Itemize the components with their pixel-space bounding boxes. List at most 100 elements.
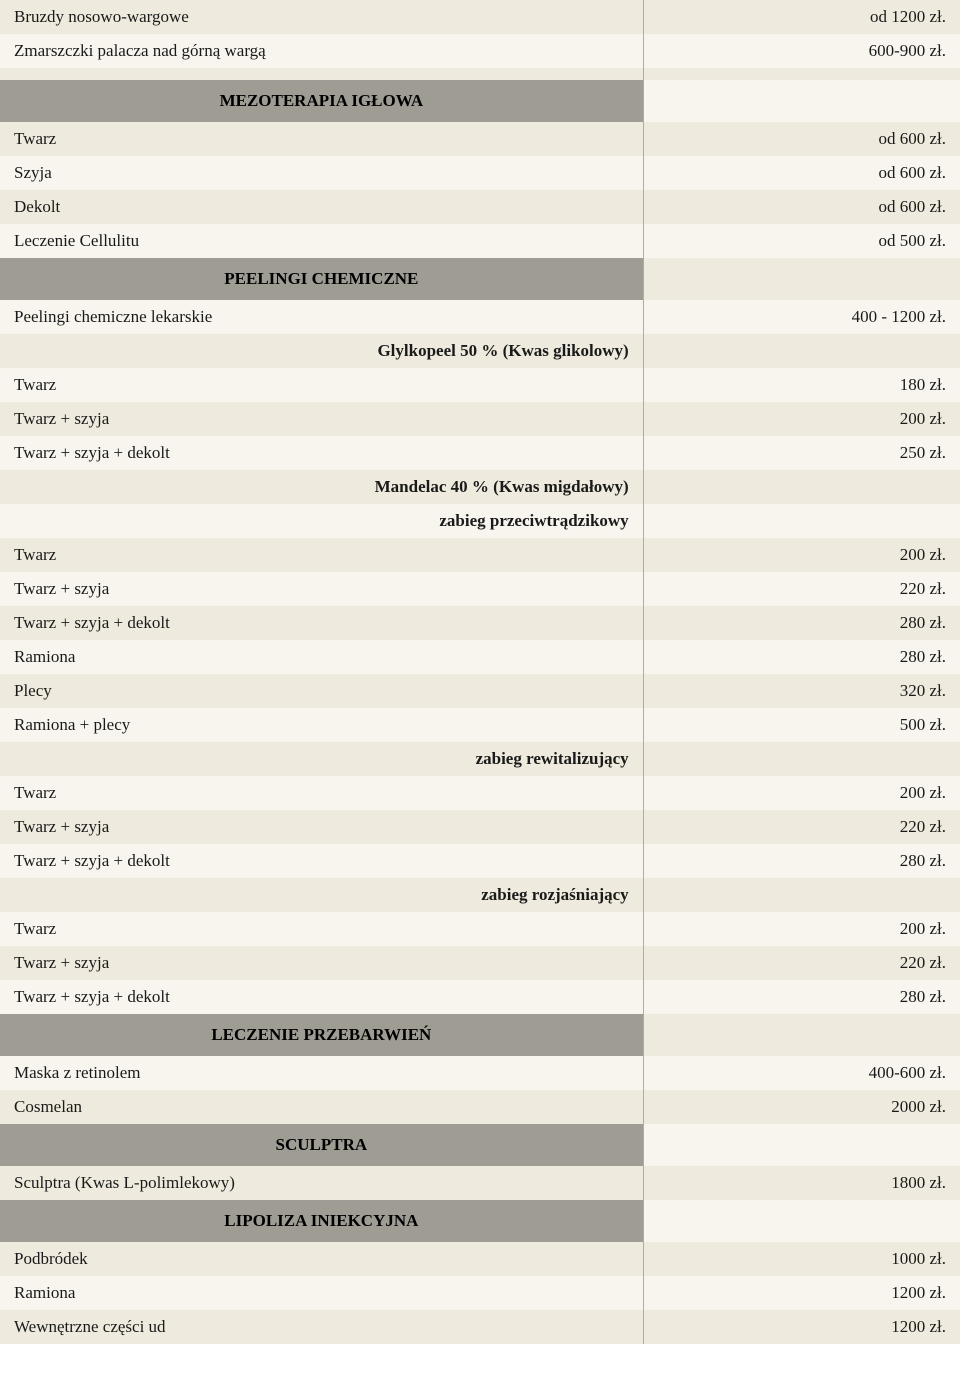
service-price xyxy=(643,334,960,368)
subsection-title: zabieg przeciwtrądzikowy xyxy=(0,504,643,538)
service-name: Twarz + szyja + dekolt xyxy=(0,436,643,470)
service-price xyxy=(643,1124,960,1166)
service-name: Twarz xyxy=(0,776,643,810)
service-price: 400-600 zł. xyxy=(643,1056,960,1090)
service-price: od 600 zł. xyxy=(643,122,960,156)
service-price xyxy=(643,1200,960,1242)
service-name: Twarz + szyja xyxy=(0,810,643,844)
service-name: Dekolt xyxy=(0,190,643,224)
price-row: Cosmelan2000 zł. xyxy=(0,1090,960,1124)
service-price xyxy=(643,1014,960,1056)
price-row: Sculptra (Kwas L-polimlekowy)1800 zł. xyxy=(0,1166,960,1200)
service-price: 280 zł. xyxy=(643,844,960,878)
service-price: 1800 zł. xyxy=(643,1166,960,1200)
service-name: Szyja xyxy=(0,156,643,190)
service-name: Zmarszczki palacza nad górną wargą xyxy=(0,34,643,68)
service-price: 320 zł. xyxy=(643,674,960,708)
service-name: Ramiona xyxy=(0,640,643,674)
subsection-title: Mandelac 40 % (Kwas migdałowy) xyxy=(0,470,643,504)
price-row: Ramiona + plecy500 zł. xyxy=(0,708,960,742)
service-name: Twarz + szyja xyxy=(0,402,643,436)
service-price: 180 zł. xyxy=(643,368,960,402)
service-price xyxy=(643,68,960,80)
service-name: Leczenie Cellulitu xyxy=(0,224,643,258)
price-table: Bruzdy nosowo-wargoweod 1200 zł.Zmarszcz… xyxy=(0,0,960,1344)
service-price xyxy=(643,470,960,504)
service-name: Cosmelan xyxy=(0,1090,643,1124)
section-title: LECZENIE PRZEBARWIEŃ xyxy=(0,1014,643,1056)
service-name: Plecy xyxy=(0,674,643,708)
subsection-title: zabieg rewitalizujący xyxy=(0,742,643,776)
service-price: 200 zł. xyxy=(643,538,960,572)
section-title: PEELINGI CHEMICZNE xyxy=(0,258,643,300)
service-name: Twarz + szyja + dekolt xyxy=(0,980,643,1014)
service-price: 1000 zł. xyxy=(643,1242,960,1276)
service-name xyxy=(0,68,643,80)
service-price: 200 zł. xyxy=(643,402,960,436)
section-header-row: PEELINGI CHEMICZNE xyxy=(0,258,960,300)
service-price: 1200 zł. xyxy=(643,1276,960,1310)
subsection-row: Glylkopeel 50 % (Kwas glikolowy) xyxy=(0,334,960,368)
service-price: 280 zł. xyxy=(643,606,960,640)
subsection-row: Mandelac 40 % (Kwas migdałowy) xyxy=(0,470,960,504)
service-price xyxy=(643,80,960,122)
service-name: Wewnętrzne części ud xyxy=(0,1310,643,1344)
service-price: 600-900 zł. xyxy=(643,34,960,68)
service-name: Ramiona + plecy xyxy=(0,708,643,742)
subsection-row: zabieg rewitalizujący xyxy=(0,742,960,776)
service-name: Twarz xyxy=(0,368,643,402)
service-price: 280 zł. xyxy=(643,640,960,674)
price-row: Twarz + szyja + dekolt280 zł. xyxy=(0,844,960,878)
service-name: Twarz xyxy=(0,538,643,572)
service-name: Bruzdy nosowo-wargowe xyxy=(0,0,643,34)
service-name: Twarz xyxy=(0,122,643,156)
price-row: Twarzod 600 zł. xyxy=(0,122,960,156)
service-price: od 600 zł. xyxy=(643,156,960,190)
spacer-row xyxy=(0,68,960,80)
subsection-row: zabieg przeciwtrądzikowy xyxy=(0,504,960,538)
service-price: 220 zł. xyxy=(643,572,960,606)
section-header-row: MEZOTERAPIA IGŁOWA xyxy=(0,80,960,122)
section-header-row: LIPOLIZA INIEKCYJNA xyxy=(0,1200,960,1242)
service-name: Peelingi chemiczne lekarskie xyxy=(0,300,643,334)
service-price: 220 zł. xyxy=(643,810,960,844)
price-row: Leczenie Cellulituod 500 zł. xyxy=(0,224,960,258)
section-title: SCULPTRA xyxy=(0,1124,643,1166)
price-row: Dekoltod 600 zł. xyxy=(0,190,960,224)
price-row: Twarz200 zł. xyxy=(0,776,960,810)
service-name: Twarz + szyja + dekolt xyxy=(0,844,643,878)
section-header-row: LECZENIE PRZEBARWIEŃ xyxy=(0,1014,960,1056)
service-price: 250 zł. xyxy=(643,436,960,470)
price-row: Plecy320 zł. xyxy=(0,674,960,708)
service-price: 220 zł. xyxy=(643,946,960,980)
price-row: Twarz + szyja + dekolt280 zł. xyxy=(0,980,960,1014)
subsection-title: Glylkopeel 50 % (Kwas glikolowy) xyxy=(0,334,643,368)
service-price: od 1200 zł. xyxy=(643,0,960,34)
price-row: Twarz180 zł. xyxy=(0,368,960,402)
service-name: Maska z retinolem xyxy=(0,1056,643,1090)
service-price: od 500 zł. xyxy=(643,224,960,258)
price-row: Maska z retinolem400-600 zł. xyxy=(0,1056,960,1090)
service-price: od 600 zł. xyxy=(643,190,960,224)
price-row: Twarz + szyja200 zł. xyxy=(0,402,960,436)
service-name: Twarz xyxy=(0,912,643,946)
service-name: Twarz + szyja xyxy=(0,572,643,606)
service-name: Sculptra (Kwas L-polimlekowy) xyxy=(0,1166,643,1200)
price-row: Peelingi chemiczne lekarskie400 - 1200 z… xyxy=(0,300,960,334)
section-header-row: SCULPTRA xyxy=(0,1124,960,1166)
price-row: Wewnętrzne części ud1200 zł. xyxy=(0,1310,960,1344)
service-name: Twarz + szyja + dekolt xyxy=(0,606,643,640)
service-price: 400 - 1200 zł. xyxy=(643,300,960,334)
price-row: Podbródek1000 zł. xyxy=(0,1242,960,1276)
price-list-page: Bruzdy nosowo-wargoweod 1200 zł.Zmarszcz… xyxy=(0,0,960,1344)
price-row: Twarz + szyja220 zł. xyxy=(0,810,960,844)
price-row: Ramiona280 zł. xyxy=(0,640,960,674)
service-price xyxy=(643,258,960,300)
price-row: Ramiona1200 zł. xyxy=(0,1276,960,1310)
price-row: Twarz200 zł. xyxy=(0,538,960,572)
service-price: 1200 zł. xyxy=(643,1310,960,1344)
service-price: 200 zł. xyxy=(643,776,960,810)
price-row: Szyjaod 600 zł. xyxy=(0,156,960,190)
subsection-row: zabieg rozjaśniający xyxy=(0,878,960,912)
service-price xyxy=(643,504,960,538)
